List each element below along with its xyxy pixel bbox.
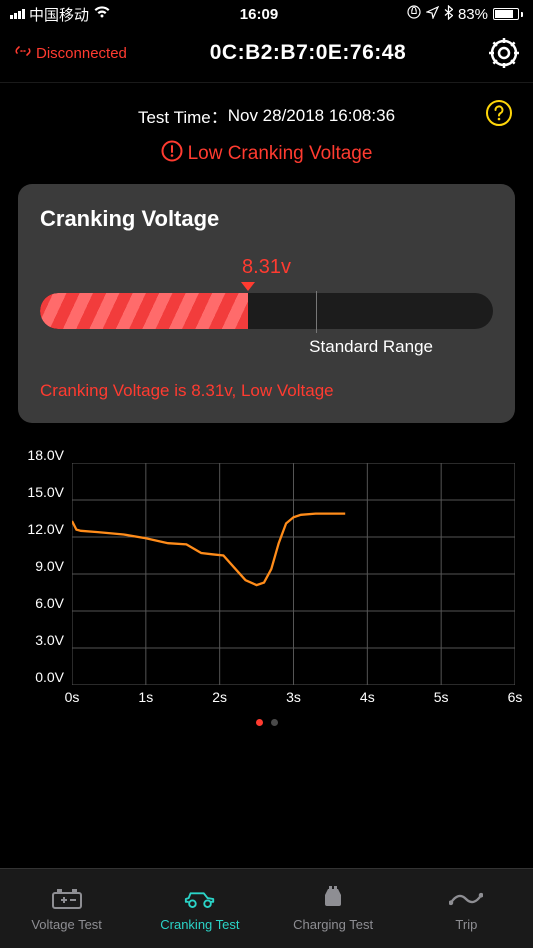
tab-bar: Voltage Test Cranking Test Charging Test Tr… [0, 868, 533, 948]
y-tick-label: 18.0V [27, 447, 64, 463]
device-mac: 0C:B2:B7:0E:76:48 [210, 41, 406, 65]
y-tick-label: 12.0V [27, 521, 64, 537]
link-broken-icon [14, 44, 32, 62]
test-time-label: Test Time： [138, 103, 228, 128]
page-indicator [0, 719, 533, 726]
x-tick-label: 5s [434, 689, 449, 705]
tab-label: Voltage Test [31, 917, 102, 932]
gauge-bar [40, 293, 493, 329]
y-tick-label: 0.0V [35, 669, 64, 685]
tab-cranking-test[interactable]: Cranking Test [133, 869, 266, 948]
status-bar: 中国移动 16:09 83% [0, 0, 533, 28]
chart-svg [72, 463, 515, 685]
clock-label: 16:09 [240, 6, 278, 23]
status-right: 83% [407, 5, 523, 24]
warning-text: Low Cranking Voltage [188, 143, 373, 165]
signal-icon [10, 9, 25, 19]
warning-icon [161, 140, 183, 168]
x-tick-label: 2s [212, 689, 227, 705]
voltage-card: Cranking Voltage 8.31v Standard Range Cr… [18, 184, 515, 423]
connection-status: Disconnected [14, 44, 127, 62]
test-time-row: Test Time： Nov 28/2018 16:08:36 [0, 83, 533, 140]
battery-icon [493, 8, 523, 20]
gauge-value-row: 8.31v [40, 256, 493, 279]
y-tick-label: 3.0V [35, 632, 64, 648]
chart-x-labels: 0s1s2s3s4s5s6s [72, 689, 515, 709]
x-tick-label: 1s [138, 689, 153, 705]
x-tick-label: 3s [286, 689, 301, 705]
help-button[interactable] [485, 99, 513, 132]
warning-row: Low Cranking Voltage [0, 140, 533, 184]
app-header: Disconnected 0C:B2:B7:0E:76:48 [0, 28, 533, 82]
location-icon [426, 6, 439, 23]
status-left: 中国移动 [10, 4, 111, 25]
settings-button[interactable] [489, 38, 519, 68]
range-label: Standard Range [40, 337, 493, 357]
gauge-value: 8.31v [242, 256, 291, 279]
page-dot[interactable] [256, 719, 263, 726]
voltage-chart: 0.0V3.0V6.0V9.0V12.0V15.0V18.0V 0s1s2s3s… [18, 463, 515, 709]
tab-voltage-test[interactable]: Voltage Test [0, 869, 133, 948]
wifi-icon [93, 5, 111, 23]
page-dot[interactable] [271, 719, 278, 726]
tab-label: Trip [455, 917, 477, 932]
card-message: Cranking Voltage is 8.31v, Low Voltage [40, 381, 493, 401]
tab-icon [449, 886, 483, 912]
bluetooth-icon [444, 5, 453, 24]
gauge-marker-icon [241, 282, 255, 291]
connection-label: Disconnected [36, 45, 127, 62]
gauge-fill [40, 293, 248, 329]
tab-icon [183, 886, 217, 912]
test-time-value: Nov 28/2018 16:08:36 [228, 106, 395, 126]
tab-icon [316, 886, 350, 912]
tab-icon [50, 886, 84, 912]
tab-label: Charging Test [293, 917, 373, 932]
battery-text: 83% [458, 6, 488, 23]
x-tick-label: 0s [65, 689, 80, 705]
y-tick-label: 9.0V [35, 558, 64, 574]
range-tick [316, 291, 317, 333]
y-tick-label: 6.0V [35, 595, 64, 611]
tab-trip[interactable]: Trip [400, 869, 533, 948]
card-title: Cranking Voltage [40, 206, 493, 232]
x-tick-label: 6s [508, 689, 523, 705]
carrier-label: 中国移动 [29, 4, 89, 25]
tab-charging-test[interactable]: Charging Test [267, 869, 400, 948]
orientation-lock-icon [407, 5, 421, 23]
x-tick-label: 4s [360, 689, 375, 705]
y-tick-label: 15.0V [27, 484, 64, 500]
tab-label: Cranking Test [160, 917, 239, 932]
